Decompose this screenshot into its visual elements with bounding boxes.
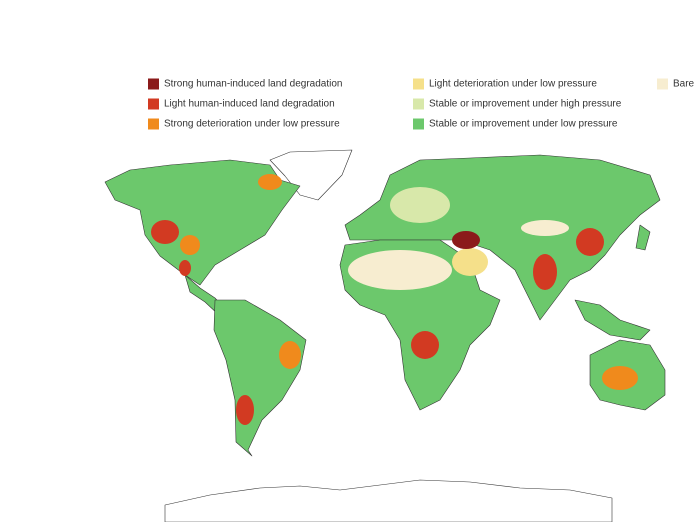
- legend-swatch: [413, 78, 424, 90]
- greenland: [269, 149, 353, 201]
- bare-area: [452, 248, 488, 276]
- legend-label: Strong human-induced land degradation: [164, 79, 342, 90]
- southeast-asia: [574, 299, 651, 341]
- degraded-area: [411, 331, 439, 359]
- bare-area: [521, 220, 569, 236]
- legend-label: Light deterioration under low pressure: [429, 79, 597, 90]
- degraded-area: [179, 260, 191, 276]
- japan: [635, 224, 651, 251]
- south-america: [213, 299, 307, 457]
- legend-swatch: [657, 78, 668, 90]
- degraded-area: [151, 220, 179, 244]
- degraded-area: [236, 395, 254, 425]
- north-america: [104, 159, 301, 286]
- legend-label: Strong deterioration under low pressure: [164, 119, 340, 130]
- legend-swatch: [413, 98, 424, 110]
- legend-label: Stable or improvement under high pressur…: [429, 99, 622, 110]
- legend-label: Light human-induced land degradation: [164, 99, 335, 110]
- legend-swatch: [148, 118, 159, 130]
- land-cover: [151, 174, 638, 425]
- degraded-area: [533, 254, 557, 290]
- degraded-area: [279, 341, 301, 369]
- degraded-area: [576, 228, 604, 256]
- land-masses: [104, 149, 666, 522]
- degraded-area: [258, 174, 282, 190]
- degraded-area: [452, 231, 480, 249]
- degraded-area: [602, 366, 638, 390]
- antarctica: [164, 479, 613, 522]
- legend-swatch: [148, 78, 159, 90]
- legend: Strong human-induced land degradation Lig…: [148, 78, 695, 130]
- legend-label: Stable or improvement under low pressure: [429, 119, 618, 130]
- bare-area: [348, 250, 452, 290]
- light-area: [390, 187, 450, 223]
- legend-swatch: [413, 118, 424, 130]
- degraded-area: [180, 235, 200, 255]
- legend-label: Bare: [673, 79, 695, 90]
- legend-swatch: [148, 98, 159, 110]
